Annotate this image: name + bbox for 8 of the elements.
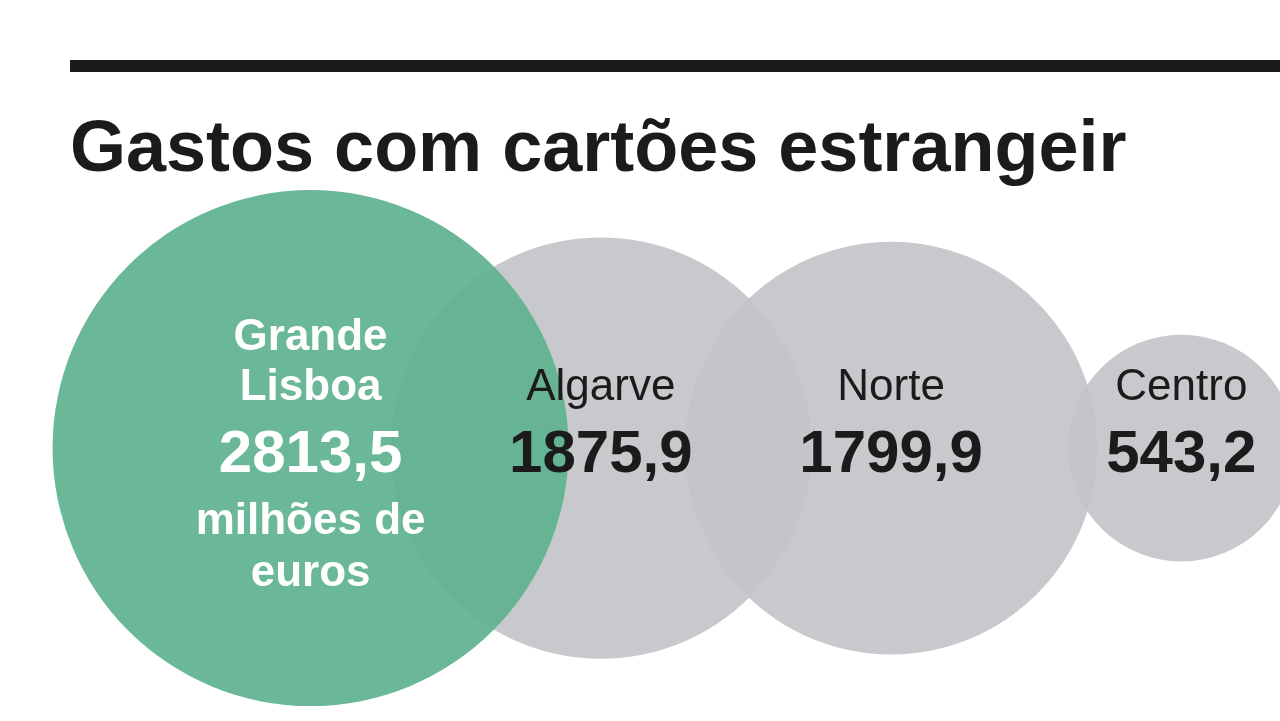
- text: Gastos com cartões estrangeir: [70, 105, 1127, 187]
- text: milhões de euros: [195, 494, 426, 596]
- category-label: Norte: [837, 360, 945, 410]
- data-label: 2813,5: [218, 418, 403, 486]
- category-label: Centro: [1115, 360, 1248, 410]
- data-label: 1799,9: [799, 418, 983, 486]
- data-label: 543,2: [1106, 418, 1257, 486]
- category-label: Grande Lisboa: [233, 310, 388, 410]
